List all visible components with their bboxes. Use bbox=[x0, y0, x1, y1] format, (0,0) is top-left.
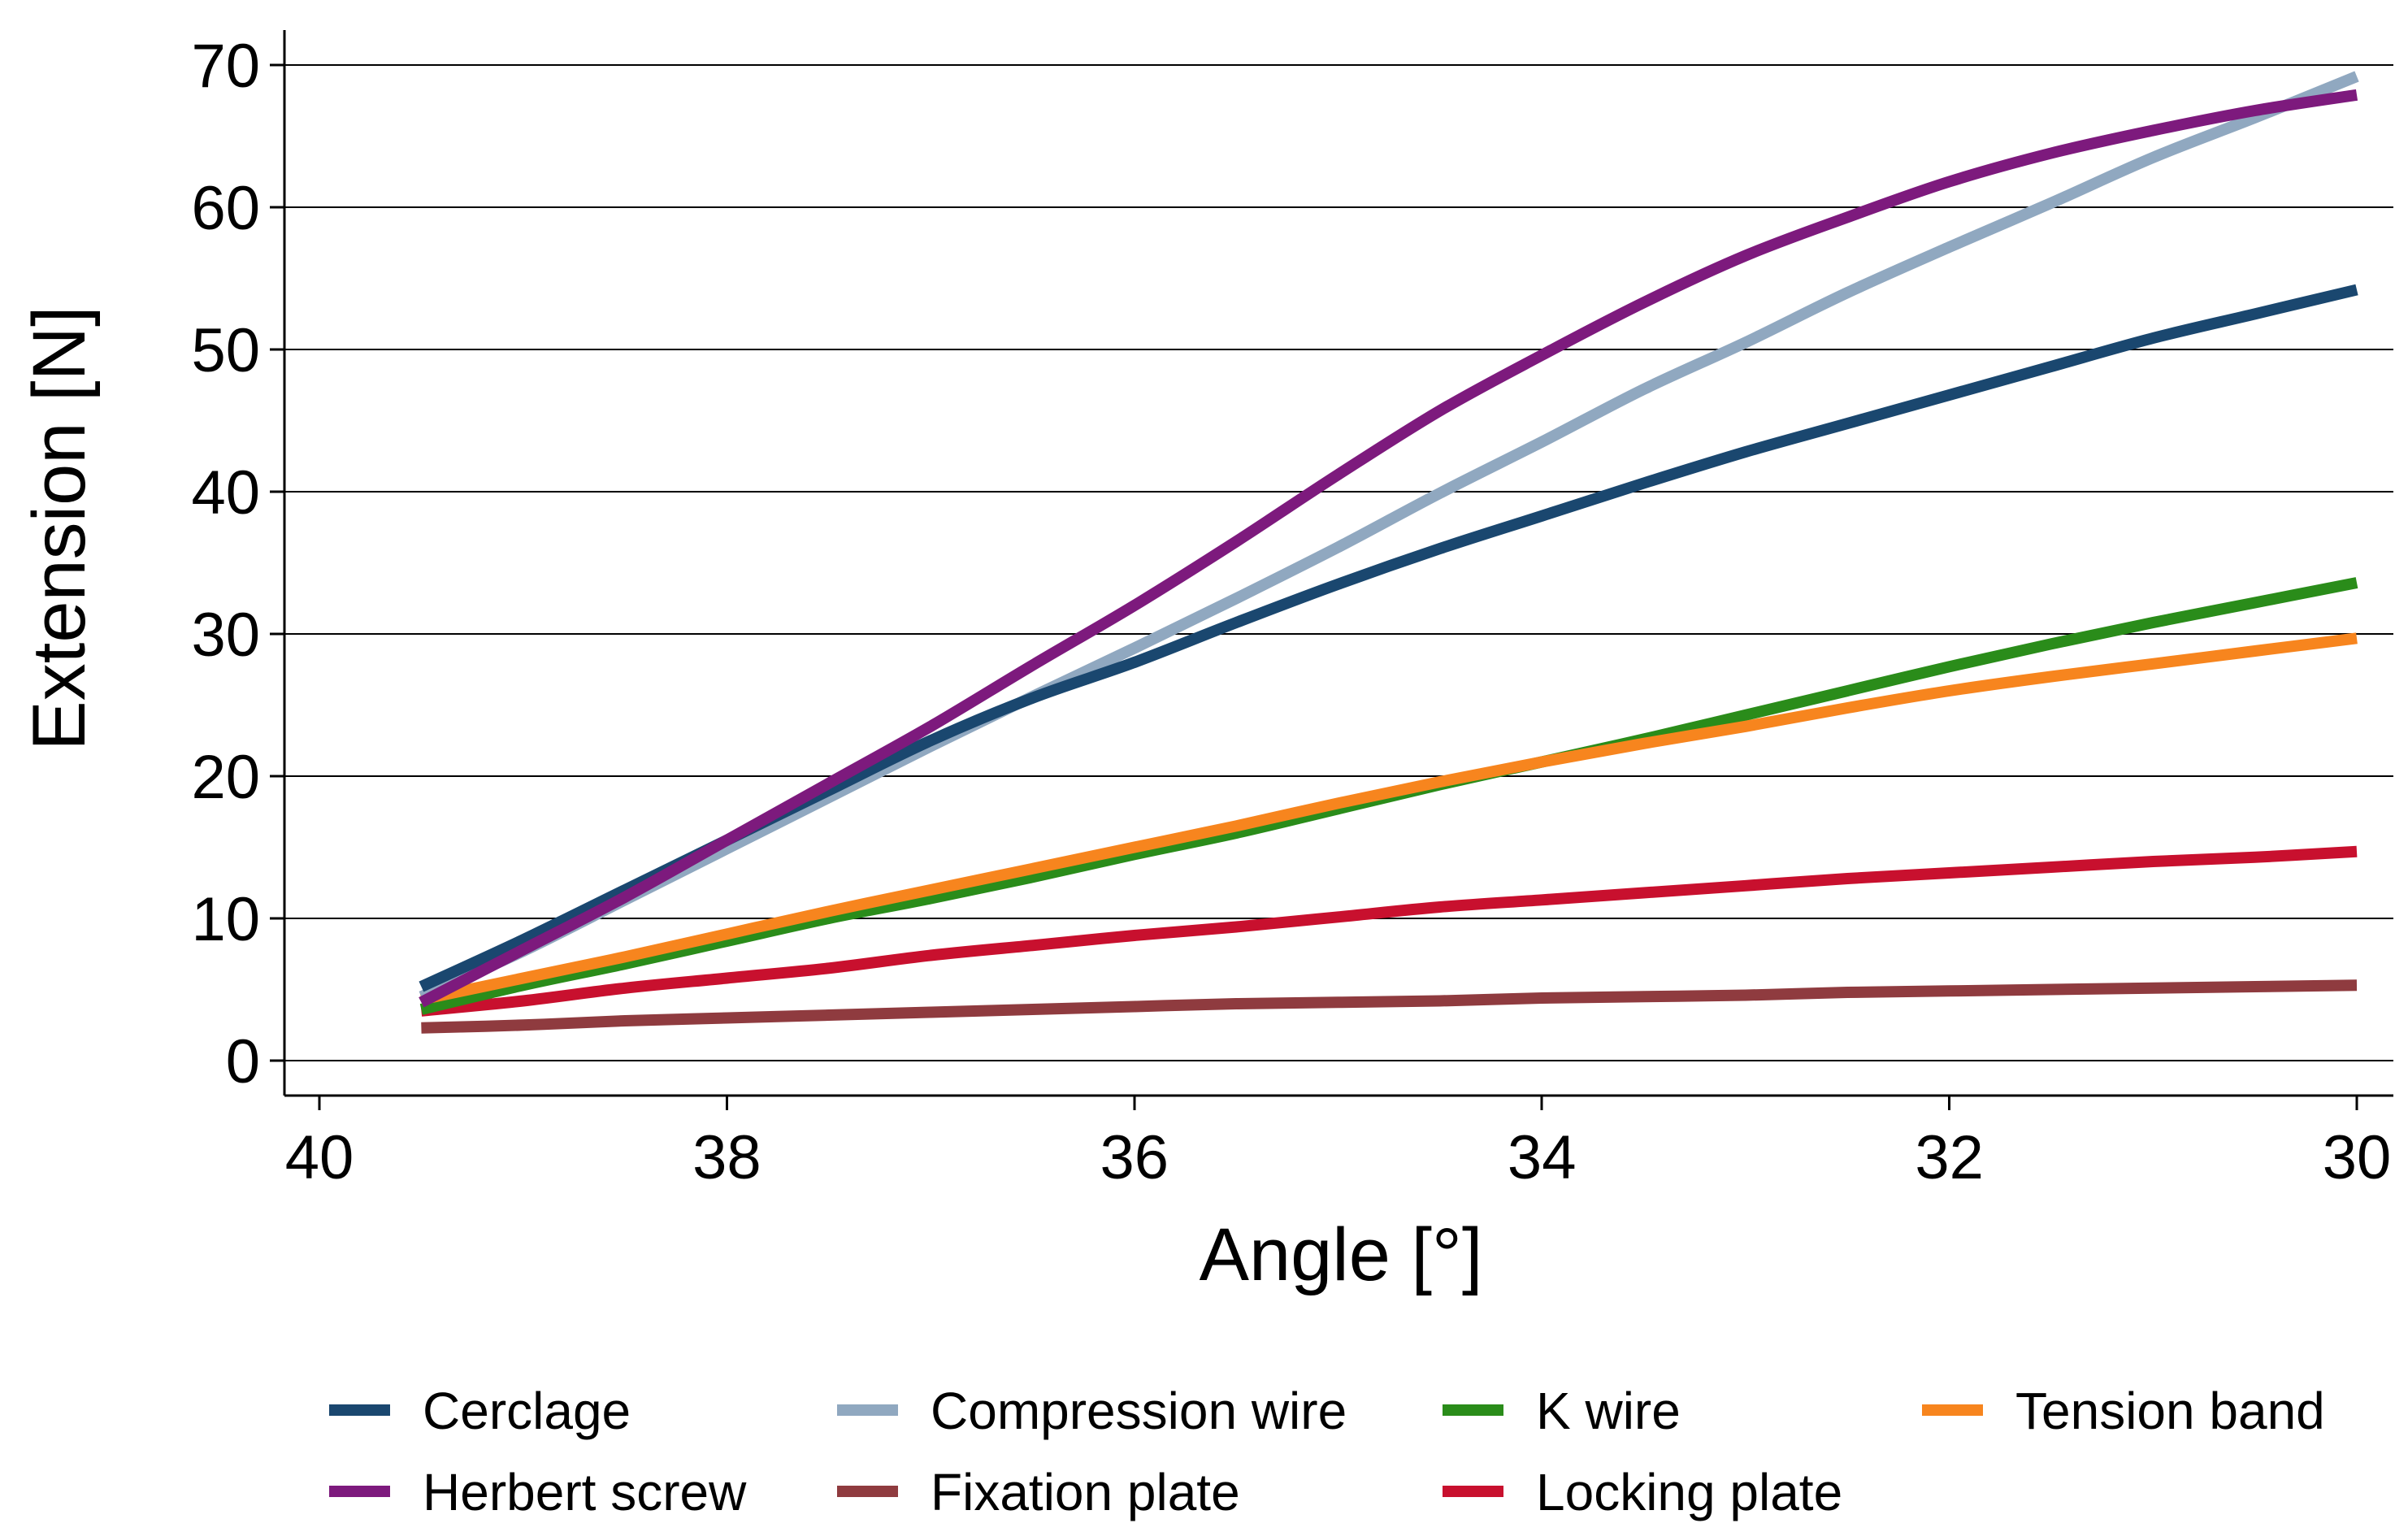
series-line-tension-band bbox=[419, 632, 2358, 1005]
axis-labels: Extension [N] Angle [°] bbox=[18, 306, 1482, 1296]
y-tick-label: 20 bbox=[191, 743, 260, 812]
legend-label: K wire bbox=[1536, 1382, 1681, 1440]
series-line-herbert-screw bbox=[419, 89, 2358, 1008]
x-tick-label: 36 bbox=[1100, 1123, 1169, 1192]
legend-label: Cerclage bbox=[423, 1382, 631, 1440]
legend-item-tension-band: Tension band bbox=[1922, 1382, 2325, 1440]
series-lines bbox=[419, 71, 2359, 1034]
legend-label: Herbert screw bbox=[423, 1463, 747, 1521]
x-tick-label: 38 bbox=[692, 1123, 761, 1192]
series-line-fixation-plate bbox=[421, 979, 2358, 1034]
legend-item-cerclage: Cerclage bbox=[329, 1382, 631, 1440]
x-tick-label: 30 bbox=[2323, 1123, 2392, 1192]
y-axis-title: Extension [N] bbox=[18, 306, 101, 750]
axes: 0 10 20 30 40 50 60 70 40 38 36 34 32 30 bbox=[191, 30, 2393, 1192]
y-tick-label: 10 bbox=[191, 885, 260, 954]
legend-label: Locking plate bbox=[1536, 1463, 1842, 1521]
y-tick-label: 0 bbox=[226, 1027, 260, 1096]
gridlines bbox=[284, 64, 2393, 1061]
x-tick-label: 34 bbox=[1508, 1123, 1577, 1192]
legend: Cerclage Compression wire K wire Tension ba… bbox=[329, 1382, 2325, 1521]
series-line-locking-plate bbox=[420, 845, 2358, 1017]
x-tick-label: 40 bbox=[285, 1123, 354, 1192]
legend-label: Tension band bbox=[2015, 1382, 2325, 1440]
legend-item-k-wire: K wire bbox=[1443, 1382, 1681, 1440]
legend-label: Fixation plate bbox=[931, 1463, 1240, 1521]
y-tick-label: 50 bbox=[191, 316, 260, 385]
x-tick-label: 32 bbox=[1915, 1123, 1984, 1192]
x-axis-title: Angle [°] bbox=[1200, 1213, 1483, 1296]
legend-label: Compression wire bbox=[931, 1382, 1347, 1440]
legend-item-compression-wire: Compression wire bbox=[837, 1382, 1347, 1440]
y-tick-label: 40 bbox=[191, 458, 260, 527]
legend-item-fixation-plate: Fixation plate bbox=[837, 1463, 1240, 1521]
y-tick-label: 30 bbox=[191, 601, 260, 670]
legend-item-locking-plate: Locking plate bbox=[1443, 1463, 1842, 1521]
y-tick-label: 60 bbox=[191, 174, 260, 243]
series-line-compression-wire bbox=[419, 71, 2359, 1002]
y-tick-label: 70 bbox=[191, 32, 260, 101]
legend-item-herbert-screw: Herbert screw bbox=[329, 1463, 747, 1521]
